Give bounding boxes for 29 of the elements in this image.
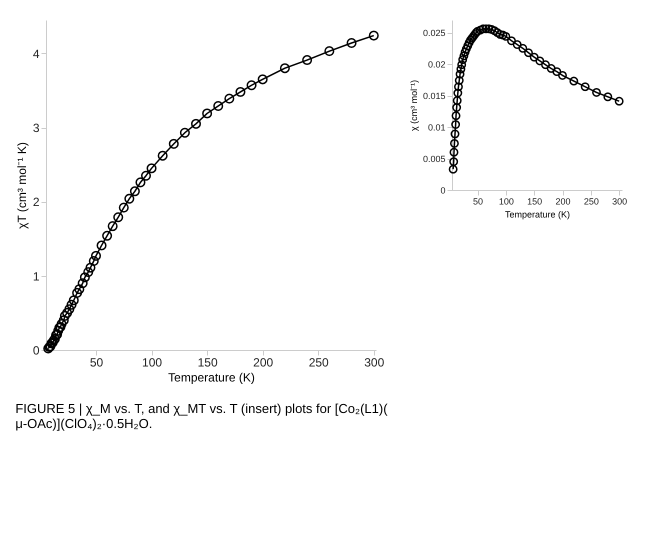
text: μ-OAc)](ClO₄)₂·0.5H₂O. — [15, 416, 152, 431]
y-tick-label: 0.015 — [422, 91, 446, 102]
y-axis-title: χT (cm³ mol⁻¹ K) — [14, 142, 29, 229]
y-tick-label: 0.005 — [422, 154, 446, 164]
x-tick-label: 250 — [308, 356, 330, 370]
x-tick-label: 300 — [364, 356, 385, 370]
y-tick-label: 4 — [32, 46, 40, 61]
y-tick-label: 2 — [32, 195, 40, 210]
x-tick-label: 150 — [527, 196, 542, 206]
x-tick-label: 250 — [584, 196, 599, 206]
x-tick-label: 50 — [472, 196, 484, 206]
x-tick-label: 200 — [253, 356, 274, 370]
x-tick-label: 50 — [90, 356, 104, 370]
y-tick-label: 0 — [32, 344, 40, 358]
x-tick-label: 300 — [612, 196, 628, 206]
y-tick-label: 0.02 — [428, 60, 446, 70]
x-tick-label: 200 — [555, 196, 571, 206]
x-axis-title: Temperature (K) — [168, 370, 255, 384]
x-tick-label: 100 — [142, 356, 162, 370]
y-tick-label: 1 — [32, 269, 40, 284]
x-tick-label: 100 — [498, 196, 514, 206]
x-axis-title: Temperature (K) — [504, 210, 570, 220]
caption: FIGURE 5 | χ_M vs. T, and χ_MT vs. T (insert) plots for [Co₂(L1)( — [15, 401, 388, 416]
x-tick-label: 150 — [198, 356, 218, 370]
y-tick-label: 3 — [32, 121, 40, 136]
y-tick-label: 0.01 — [428, 122, 446, 133]
y-tick-label: 0.025 — [422, 28, 446, 38]
y-tick-label: 0 — [440, 186, 446, 196]
y-axis-title: χ (cm³ mol⁻¹) — [408, 80, 419, 132]
